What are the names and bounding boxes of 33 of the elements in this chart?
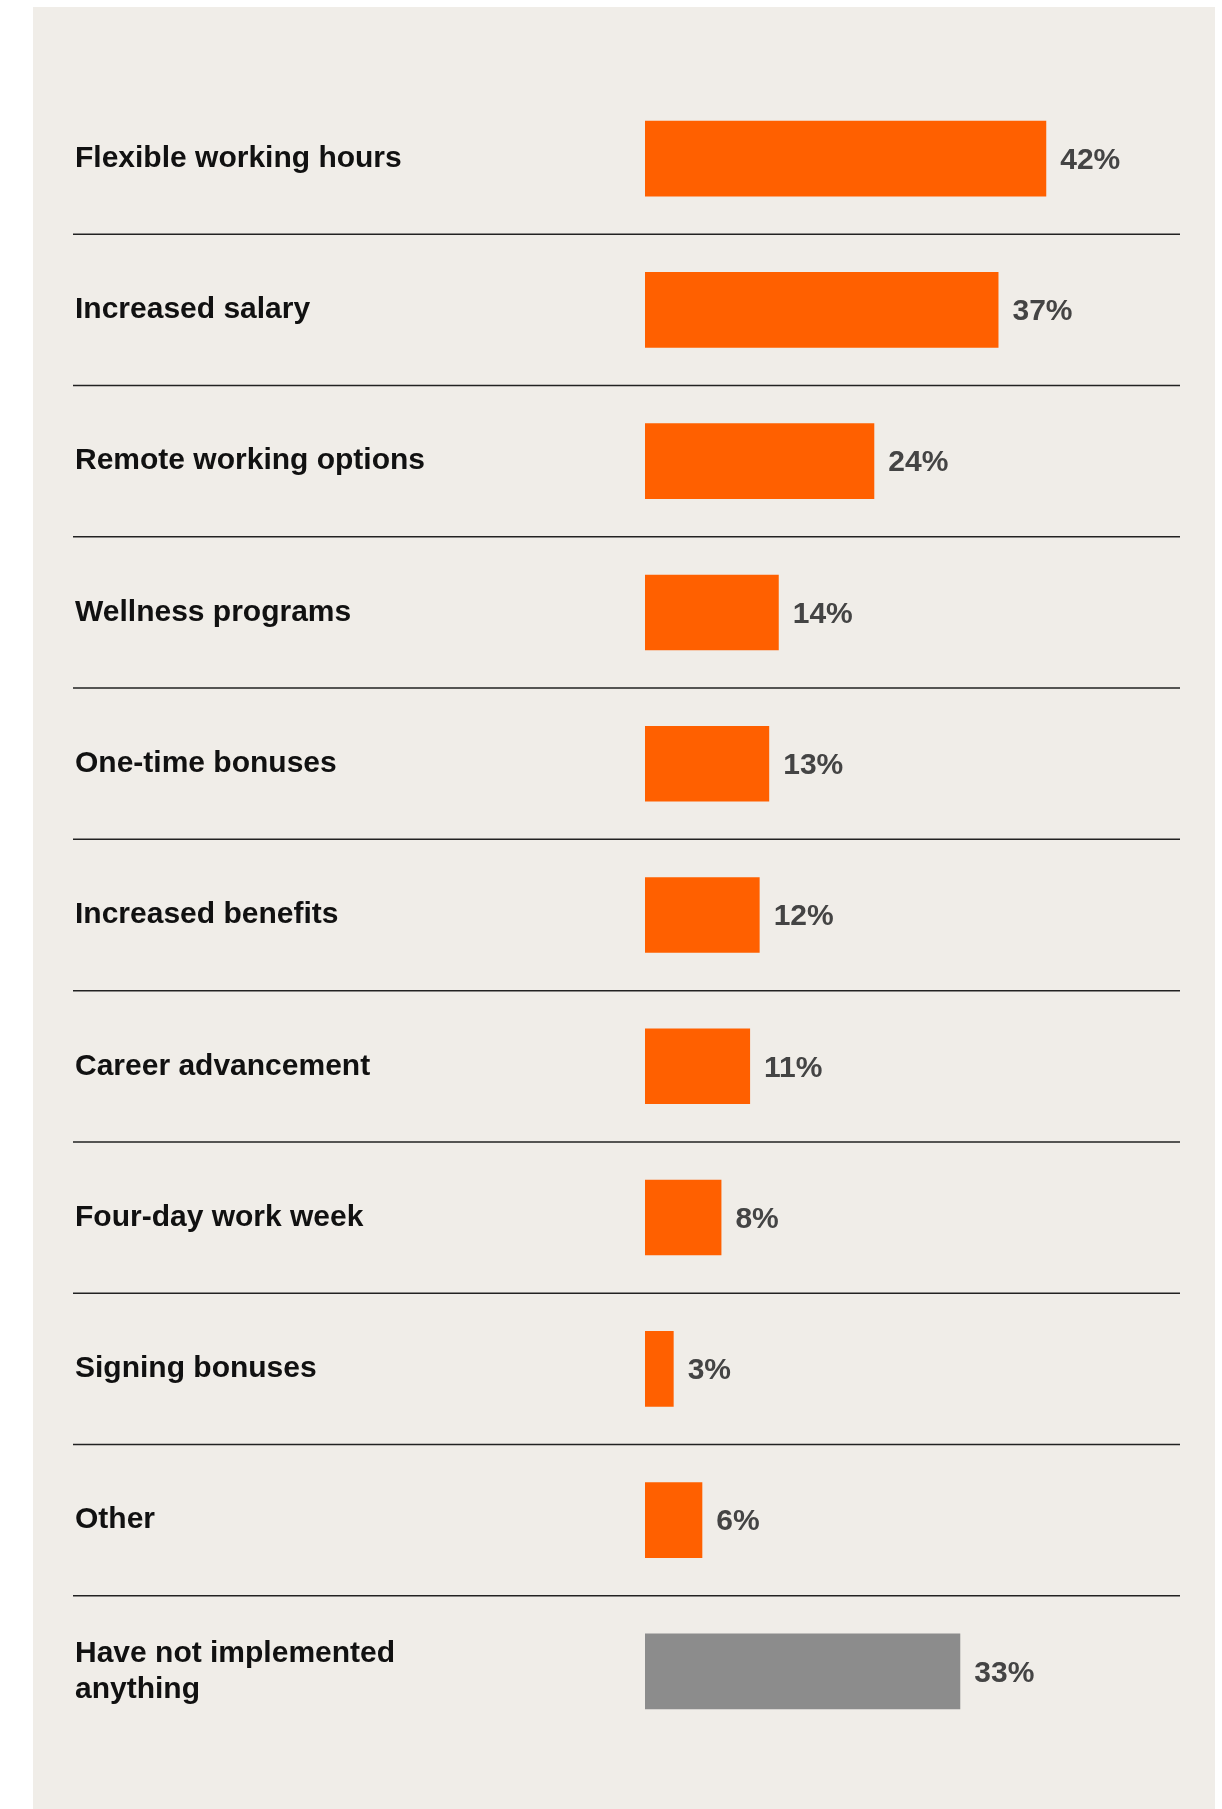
data-label: 6% xyxy=(716,1503,760,1537)
y-tick-label: Have not implemented anything xyxy=(75,1634,396,1704)
bar xyxy=(645,574,779,651)
bar xyxy=(645,1482,703,1558)
data-label: 12% xyxy=(773,898,834,932)
y-tick-label: Signing bonuses xyxy=(75,1350,317,1384)
bar xyxy=(645,1028,751,1105)
y-tick-label: Increased benefits xyxy=(75,896,339,930)
y-tick-label: Career advancement xyxy=(75,1047,371,1081)
data-label: 37% xyxy=(1012,293,1073,327)
data-label: 8% xyxy=(735,1200,779,1234)
data-label: 11% xyxy=(764,1049,823,1083)
data-label: 14% xyxy=(792,595,853,629)
bar xyxy=(645,877,760,953)
y-tick-label: Flexible working hours xyxy=(75,139,402,173)
y-tick-label: Wellness programs xyxy=(75,593,352,627)
bar xyxy=(645,272,999,348)
data-label: 33% xyxy=(974,1654,1035,1688)
data-label: 42% xyxy=(1060,141,1121,175)
y-tick-label: Four-day work week xyxy=(75,1198,364,1232)
data-label: 13% xyxy=(783,746,844,780)
y-tick-label: Other xyxy=(75,1501,156,1535)
bar xyxy=(645,1179,722,1256)
bar xyxy=(645,120,1047,197)
y-tick-label: One-time bonuses xyxy=(75,744,337,778)
data-label: 24% xyxy=(888,444,949,478)
y-tick-label: Increased salary xyxy=(75,291,311,325)
y-tick-label: Remote working options xyxy=(75,442,426,476)
bar xyxy=(645,1633,961,1710)
bar xyxy=(645,1331,674,1407)
data-label: 3% xyxy=(687,1352,732,1386)
bar xyxy=(645,423,875,499)
bar xyxy=(645,725,770,802)
